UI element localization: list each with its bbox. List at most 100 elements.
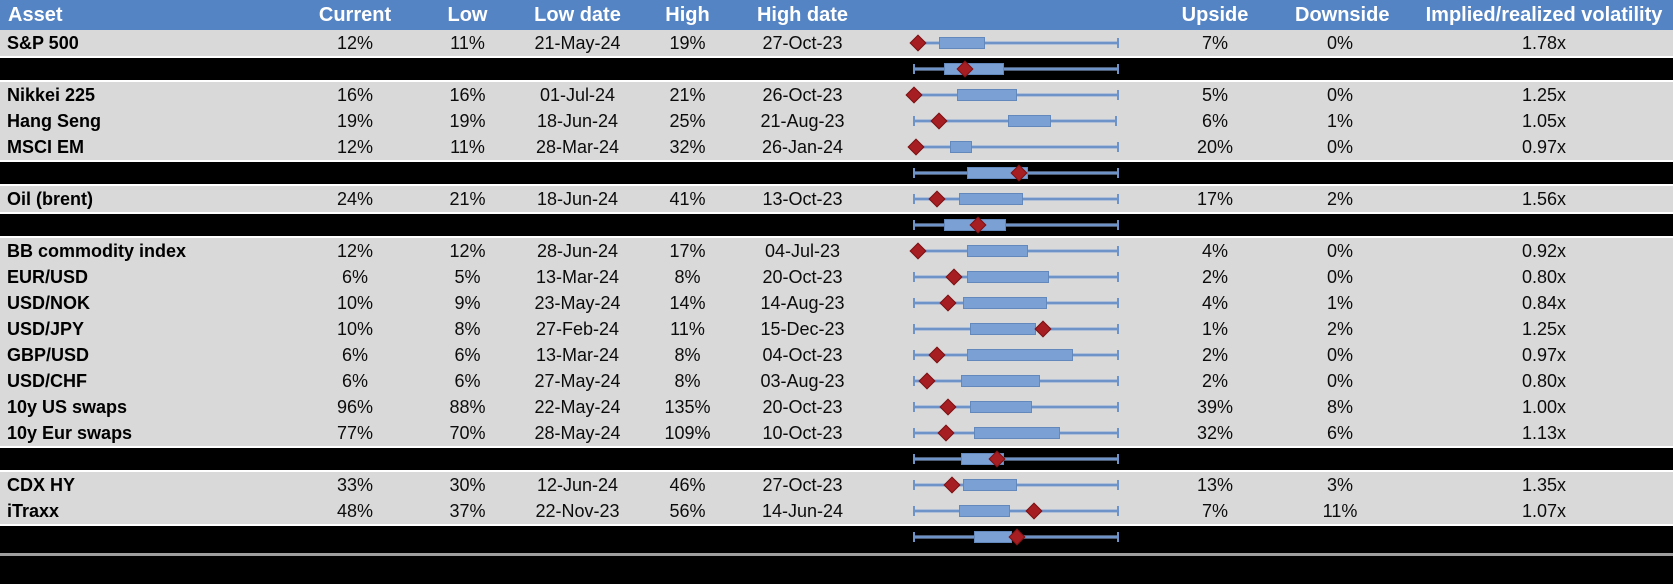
column-header-implied-realized-volatility: Implied/realized volatility bbox=[1425, 3, 1663, 26]
cell-current: 6% bbox=[341, 370, 368, 391]
whisker-cap-left bbox=[912, 454, 915, 464]
column-header-asset: Asset bbox=[8, 3, 63, 26]
cell-vol-ratio: 0.92x bbox=[1521, 240, 1567, 261]
whisker-line bbox=[917, 42, 1118, 44]
cell-downside: 0% bbox=[1326, 370, 1353, 391]
cell-downside: 0% bbox=[1326, 240, 1353, 261]
cell-high-date: 04-Oct-23 bbox=[762, 344, 843, 365]
cell-high-date: 03-Aug-23 bbox=[760, 370, 845, 391]
whisker-cap-left bbox=[912, 116, 915, 126]
whisker-cap-left bbox=[912, 350, 915, 360]
cell-low-date: 23-May-24 bbox=[534, 292, 621, 313]
cell-high: 8% bbox=[674, 370, 701, 391]
cell-low-date: 28-May-24 bbox=[534, 422, 621, 443]
cell-low: 11% bbox=[450, 136, 485, 157]
whisker-cap-right bbox=[1116, 402, 1119, 412]
cell-upside: 2% bbox=[1201, 370, 1228, 391]
cell-asset: S&P 500 bbox=[7, 32, 79, 53]
cell-low-date: 18-Jun-24 bbox=[536, 110, 619, 131]
whisker-cap-left bbox=[912, 532, 915, 542]
interquartile-box bbox=[969, 401, 1032, 413]
range-boxplot bbox=[905, 82, 1120, 108]
whisker-cap-left bbox=[912, 324, 915, 334]
column-header-current: Current bbox=[318, 3, 392, 26]
interquartile-box bbox=[973, 427, 1060, 439]
cell-low: 19% bbox=[449, 110, 486, 131]
current-level-diamond-marker bbox=[928, 346, 946, 364]
whisker-cap-right bbox=[1116, 90, 1119, 100]
range-boxplot bbox=[905, 472, 1120, 498]
cell-vol-ratio: 0.80x bbox=[1521, 370, 1567, 391]
cell-high-date: 27-Oct-23 bbox=[762, 32, 843, 53]
whisker-line bbox=[913, 224, 1118, 226]
footer-black-band bbox=[0, 556, 1673, 584]
cell-current: 48% bbox=[336, 500, 374, 521]
cell-vol-ratio: 0.97x bbox=[1521, 344, 1567, 365]
cell-downside: 0% bbox=[1326, 136, 1353, 157]
cell-high-date: 21-Aug-23 bbox=[760, 110, 845, 131]
cell-low-date: 13-Mar-24 bbox=[535, 344, 620, 365]
cell-high-date: 14-Aug-23 bbox=[760, 292, 845, 313]
cell-high: 17% bbox=[669, 240, 706, 261]
cell-high-date: 20-Oct-23 bbox=[762, 396, 843, 417]
cell-upside: 20% bbox=[1196, 136, 1234, 157]
cell-current: 16% bbox=[336, 84, 374, 105]
range-boxplot bbox=[905, 524, 1120, 550]
whisker-cap-right bbox=[1116, 480, 1119, 490]
cell-low-date: 12-Jun-24 bbox=[536, 474, 619, 495]
cell-asset: 10y US swaps bbox=[7, 396, 128, 417]
range-boxplot bbox=[905, 238, 1120, 264]
whisker-cap-right bbox=[1116, 142, 1119, 152]
range-chart-cell bbox=[875, 446, 1135, 472]
range-chart-cell bbox=[875, 342, 1135, 368]
asset-row: MSCI EM 12% 11% 28-Mar-24 32% 26-Jan-24 20% 0% 0… bbox=[0, 134, 1673, 160]
current-level-diamond-marker bbox=[937, 424, 955, 442]
summary-range-row bbox=[0, 56, 1673, 82]
current-level-diamond-marker bbox=[909, 242, 927, 260]
cell-low: 37% bbox=[449, 500, 486, 521]
cell-current: 12% bbox=[336, 32, 374, 53]
range-chart-cell bbox=[875, 212, 1135, 238]
range-chart-cell bbox=[875, 56, 1135, 82]
cell-vol-ratio: 0.80x bbox=[1521, 266, 1567, 287]
cell-low-date: 13-Mar-24 bbox=[535, 266, 620, 287]
interquartile-box bbox=[958, 505, 1011, 517]
range-chart-cell bbox=[875, 472, 1135, 498]
cell-asset: MSCI EM bbox=[7, 136, 85, 157]
range-boxplot bbox=[905, 108, 1120, 134]
cell-low-date: 22-Nov-23 bbox=[535, 500, 620, 521]
cell-upside: 39% bbox=[1196, 396, 1234, 417]
cell-asset: Oil (brent) bbox=[7, 188, 93, 209]
asset-row: iTraxx 48% 37% 22-Nov-23 56% 14-Jun-24 7% 11% 1.… bbox=[0, 498, 1673, 524]
cell-vol-ratio: 0.84x bbox=[1521, 292, 1567, 313]
cell-high: 14% bbox=[669, 292, 706, 313]
interquartile-box bbox=[943, 63, 1004, 75]
range-boxplot bbox=[905, 342, 1120, 368]
range-boxplot bbox=[905, 212, 1120, 238]
cell-asset: GBP/USD bbox=[7, 344, 90, 365]
range-boxplot bbox=[905, 290, 1120, 316]
cell-low: 21% bbox=[449, 188, 486, 209]
asset-row: 10y US swaps 96% 88% 22-May-24 135% 20-Oct-23… bbox=[0, 394, 1673, 420]
cell-downside: 1% bbox=[1326, 110, 1353, 131]
current-level-diamond-marker bbox=[943, 476, 961, 494]
whisker-cap-left bbox=[912, 298, 915, 308]
cell-vol-ratio: 1.25x bbox=[1521, 84, 1567, 105]
whisker-cap-left bbox=[912, 402, 915, 412]
column-header-high-date: High date bbox=[756, 3, 849, 26]
interquartile-box bbox=[960, 375, 1041, 387]
asset-row: USD/NOK 10% 9% 23-May-24 14% 14-Aug-23 4% 1% 0.8… bbox=[0, 290, 1673, 316]
interquartile-box bbox=[963, 479, 1017, 491]
cell-current: 19% bbox=[336, 110, 374, 131]
cell-current: 10% bbox=[336, 318, 374, 339]
cell-low: 70% bbox=[449, 422, 486, 443]
interquartile-box bbox=[950, 141, 972, 153]
cell-high: 11% bbox=[670, 318, 705, 339]
interquartile-box bbox=[967, 349, 1073, 361]
cell-high: 21% bbox=[669, 84, 706, 105]
current-level-diamond-marker bbox=[1025, 502, 1043, 520]
whisker-cap-left bbox=[912, 168, 915, 178]
cell-downside: 0% bbox=[1326, 344, 1353, 365]
range-chart-cell bbox=[875, 186, 1135, 212]
range-chart-cell bbox=[875, 238, 1135, 264]
